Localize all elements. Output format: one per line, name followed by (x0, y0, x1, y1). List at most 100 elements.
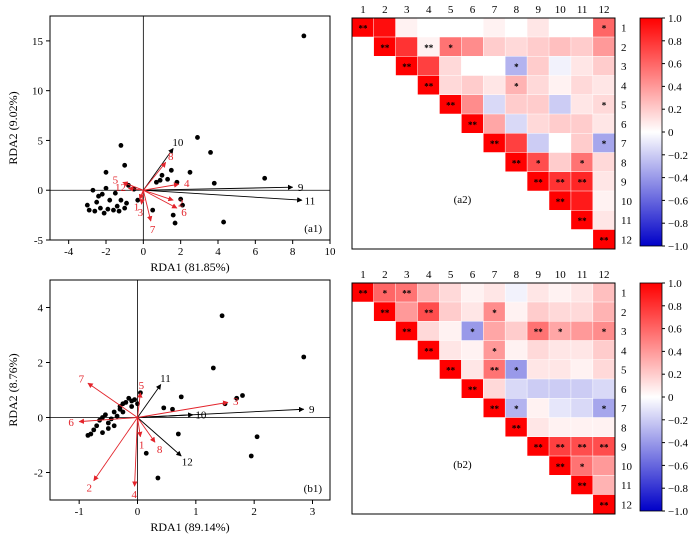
row-label: 5 (621, 365, 627, 377)
heatmap-cell (527, 56, 549, 76)
site-point (135, 197, 141, 203)
site-point (170, 212, 176, 218)
row-label: 8 (621, 422, 627, 434)
env-arrow-label: 2 (178, 198, 184, 210)
row-label: 6 (621, 384, 627, 396)
env-arrow-label: 6 (68, 417, 74, 429)
heatmap-cell (571, 302, 593, 321)
x-tick-label: -4 (64, 246, 74, 258)
heatmap-cell (395, 18, 418, 37)
heatmap-frame (351, 17, 616, 250)
heatmap-cell (527, 283, 549, 302)
heatmap-cell (571, 37, 593, 56)
significance-mark: ** (358, 24, 368, 34)
significance-mark: * (470, 327, 475, 337)
heatmap-cell (593, 210, 615, 230)
heatmap-cell (527, 37, 549, 56)
species-arrow (137, 384, 162, 418)
heatmap-cell (571, 360, 593, 379)
heatmap-cell (527, 437, 549, 456)
env-arrow-label: 6 (181, 207, 187, 219)
heatmap-cell (527, 302, 549, 321)
env-arrow (132, 417, 138, 487)
significance-mark: ** (512, 423, 522, 433)
colorbar-tick-label: 0.2 (668, 104, 682, 116)
site-point (210, 365, 216, 371)
heatmap-cell (505, 75, 527, 95)
site-point (107, 197, 113, 203)
site-point (114, 203, 120, 209)
heatmap-cell (439, 95, 462, 114)
row-label: 9 (621, 177, 627, 189)
heatmap-cell (571, 172, 593, 191)
heatmap-cell (593, 229, 615, 249)
heatmap-cell (439, 75, 462, 95)
heatmap-cell (505, 37, 527, 56)
heatmap-cell (571, 133, 593, 153)
panel-label: (b2) (453, 459, 472, 471)
column-label: 4 (426, 269, 432, 281)
heatmap-cell (571, 340, 593, 360)
heatmap-cell (571, 398, 593, 418)
heatmap-cell (483, 56, 505, 76)
row-label: 9 (621, 442, 627, 454)
species-arrow (143, 189, 303, 203)
column-label: 1 (360, 269, 366, 281)
heatmap-cell (505, 95, 527, 114)
env-arrow-label: 1 (139, 440, 145, 452)
heatmap-cell (593, 321, 615, 341)
site-point (159, 172, 165, 178)
site-point (120, 401, 126, 407)
heatmap-cell (593, 475, 615, 495)
heatmap-cell (417, 75, 440, 95)
heatmap-cell (483, 37, 505, 56)
heatmap-cell (549, 340, 571, 360)
heatmap-cell (483, 379, 505, 398)
env-arrow (143, 189, 174, 202)
x-tick-label: -2 (101, 246, 110, 258)
column-label: 3 (404, 269, 410, 281)
heatmap-cell (549, 95, 571, 114)
heatmap-cell (527, 114, 549, 133)
env-arrow-label: 7 (79, 374, 85, 386)
row-label: 8 (621, 157, 627, 169)
site-point (98, 205, 103, 211)
colorbar-tick-label: −0.6 (668, 195, 688, 207)
species-arrow-label: 9 (309, 404, 315, 416)
heatmap-cell (483, 95, 505, 114)
x-tick-label: 4 (215, 246, 221, 258)
env-arrow (139, 190, 145, 205)
heatmap-cell (527, 75, 549, 95)
row-label: 3 (621, 326, 627, 338)
env-arrow-label: 8 (168, 151, 174, 163)
site-point (172, 220, 178, 226)
heatmap-cell (549, 456, 571, 475)
site-point (92, 208, 98, 214)
colorbar-tick-label: 0.8 (668, 36, 682, 48)
site-point (124, 200, 129, 206)
heatmap-cell (439, 37, 462, 56)
heatmap-cell (483, 75, 505, 95)
heatmap-cell (593, 360, 615, 379)
heatmap-cell (549, 360, 571, 379)
column-label: 9 (536, 269, 542, 281)
significance-mark: ** (556, 443, 566, 453)
heatmap-cell (549, 283, 571, 302)
column-label: 3 (404, 4, 410, 16)
heatmap-cell (527, 321, 549, 341)
heatmap-cell (549, 75, 571, 95)
colorbar-tick-label: 0.6 (668, 324, 682, 336)
heatmap-cell (417, 302, 440, 321)
heatmap-cell (593, 398, 615, 418)
column-label: 10 (555, 269, 567, 281)
heatmap-cell (505, 398, 527, 418)
site-point (108, 416, 114, 422)
heatmap-cell (439, 321, 462, 341)
y-tick-label: 10 (32, 86, 44, 98)
column-label: 12 (599, 4, 610, 16)
site-point (111, 207, 116, 213)
column-label: 5 (448, 4, 454, 16)
site-point (103, 169, 109, 175)
